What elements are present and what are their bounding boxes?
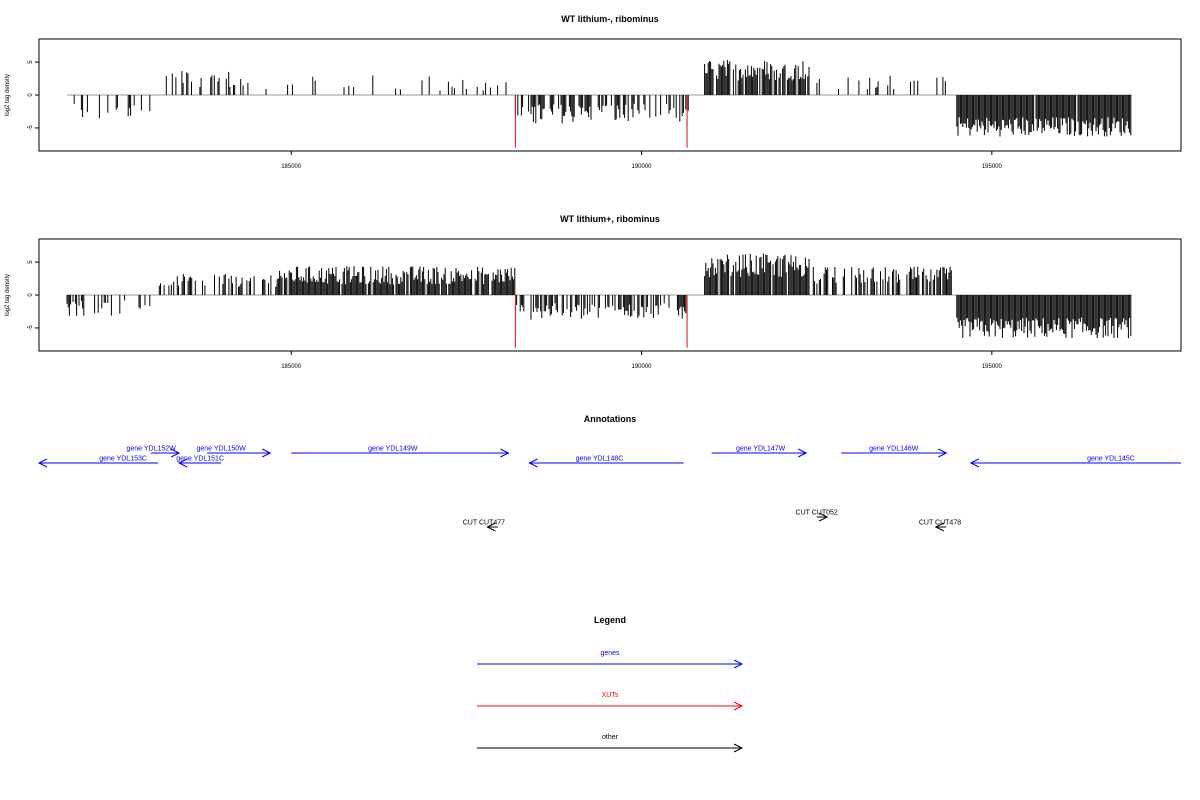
- gene-label: gene YDL151C: [176, 456, 224, 463]
- x-tick-label: 185000: [281, 364, 302, 370]
- panel-2-plot: -5 0 5 185000 190000 195000: [28, 253, 1132, 370]
- legend-arrow-head: [733, 659, 744, 669]
- legend-label: genes: [600, 650, 620, 657]
- gene-arrow-head: [528, 458, 538, 468]
- x-tick-label: 195000: [982, 164, 1003, 170]
- y-tick-label: 0: [28, 293, 34, 297]
- gene-label: gene YDL146W: [869, 446, 919, 453]
- gene-label: gene YDL153C: [99, 456, 147, 463]
- x-tick-label: 190000: [632, 164, 653, 170]
- legend: genes XUTs other: [477, 650, 744, 753]
- x-tick-label: 195000: [982, 364, 1003, 370]
- cut-label: CUT CUT478: [919, 520, 961, 527]
- cut-label: CUT CUT477: [463, 520, 505, 527]
- legend-title: Legend: [594, 615, 626, 625]
- panel-1-ylabel: log2 tag density: [5, 74, 11, 116]
- x-tick-label: 185000: [281, 164, 302, 170]
- gene-label: gene YDL150W: [197, 446, 247, 453]
- cut-arrow-head: [934, 522, 945, 532]
- panel-1-title: WT lithium-, ribominus: [561, 14, 659, 24]
- gene-arrow-head: [170, 448, 181, 458]
- gene-label: gene YDL149W: [368, 446, 418, 453]
- annotations-title: Annotations: [584, 414, 637, 424]
- cut-arrow-head: [818, 512, 829, 522]
- gene-label: gene YDL147W: [736, 446, 786, 453]
- gene-label: gene YDL148C: [576, 456, 624, 463]
- cut-label: CUT CUT052: [796, 510, 838, 517]
- legend-label: XUTs: [602, 692, 619, 699]
- y-tick-label: 0: [28, 93, 34, 97]
- legend-label: other: [602, 734, 619, 741]
- gene-arrow-head: [178, 458, 188, 468]
- y-tick-label: 5: [28, 260, 34, 264]
- legend-arrow-head: [733, 743, 744, 753]
- x-tick-label: 190000: [632, 364, 653, 370]
- gene-arrow-head: [37, 458, 48, 468]
- gene-arrow-head: [938, 448, 948, 458]
- gene-arrow-head: [261, 448, 272, 458]
- panel-1-plot: -5 0 5 185000 190000 195000: [28, 60, 1132, 170]
- y-tick-label: 5: [28, 60, 34, 64]
- gene-label: gene YDL145C: [1087, 456, 1135, 463]
- gene-label: gene YDL152W: [126, 446, 176, 453]
- panel-2-ylabel: log2 tag density: [5, 274, 11, 316]
- y-tick-label: -5: [28, 125, 34, 131]
- panel-2-title: WT lithium+, ribominus: [560, 214, 660, 224]
- cut-arrow-head: [486, 522, 496, 532]
- gene-arrow-head: [500, 448, 510, 458]
- y-tick-label: -5: [28, 325, 34, 331]
- gene-arrow-head: [797, 448, 808, 458]
- gene-arrow-head: [969, 458, 980, 468]
- legend-arrow-head: [733, 701, 744, 711]
